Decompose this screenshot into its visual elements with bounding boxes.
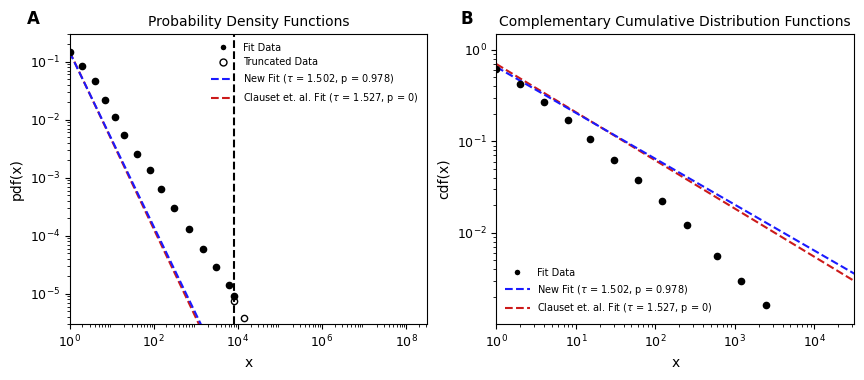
X-axis label: x: x	[245, 356, 252, 370]
Y-axis label: cdf(x): cdf(x)	[437, 159, 451, 199]
Legend: Fit Data, Truncated Data, New Fit ($\tau$ = 1.502, p = 0.978), Clauset et. al. F: Fit Data, Truncated Data, New Fit ($\tau…	[206, 39, 422, 109]
Y-axis label: pdf(x): pdf(x)	[10, 158, 24, 200]
Text: A: A	[27, 10, 40, 28]
X-axis label: x: x	[671, 356, 679, 370]
Legend: Fit Data, New Fit ($\tau$ = 1.502, p = 0.978), Clauset et. al. Fit ($\tau$ = 1.5: Fit Data, New Fit ($\tau$ = 1.502, p = 0…	[501, 264, 717, 319]
Title: Complementary Cumulative Distribution Functions: Complementary Cumulative Distribution Fu…	[499, 14, 851, 28]
Text: B: B	[461, 10, 473, 28]
Title: Probability Density Functions: Probability Density Functions	[148, 14, 349, 28]
